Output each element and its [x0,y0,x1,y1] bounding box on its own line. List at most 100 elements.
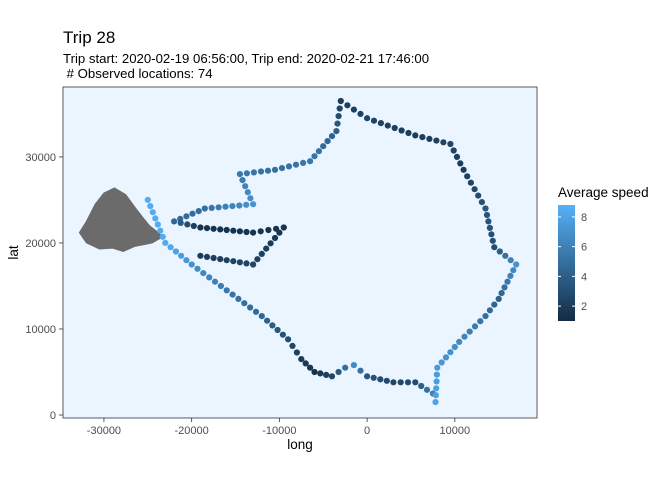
trip-point [210,254,217,262]
trip-point [264,317,271,324]
trip-point [243,170,250,177]
trip-point [247,195,254,202]
trip-point [236,259,243,266]
trip-point [243,201,250,208]
trip-point [357,110,364,117]
trip-point [250,201,257,208]
trip-point [485,218,492,225]
trip-point [442,354,450,361]
trip-point [243,260,250,267]
trip-point [197,252,204,259]
trip-point [334,120,341,127]
y-tick-label: 10000 [25,324,56,336]
trip-point [412,132,419,139]
trip-point [461,333,468,340]
trip-point [215,204,222,211]
trip-point [483,211,491,219]
trip-point [486,307,493,314]
trip-point [242,183,249,190]
trip-point [298,356,305,363]
trip-point [471,186,478,193]
trip-point [467,179,474,186]
trip-point [223,226,230,234]
trip-point [370,374,377,381]
trip-point [438,359,445,366]
trip-point [405,129,412,137]
trip-point [271,234,279,242]
trip-point [247,304,254,311]
trip-point [203,225,211,232]
trip-point [241,300,248,307]
trip-point [178,252,185,259]
trip-point [278,165,286,172]
trip-point [271,166,279,173]
trip-point [195,208,202,215]
trip-point [364,373,371,380]
trip-point [344,102,351,109]
trip-point [263,245,270,252]
trip-point [491,301,498,308]
trip-point [184,221,191,228]
trip-point [336,105,343,112]
plot-panel [62,86,538,419]
trip-point [482,205,489,212]
trip-point [457,160,464,167]
legend: Average speed 2 4 6 8 [558,185,649,321]
x-axis: -30000 -20000 -10000 0 10000 [87,418,470,437]
trip-point [335,113,342,120]
trip-point [152,215,159,222]
trip-point [495,295,502,302]
trip-point [491,244,498,251]
trip-point [432,392,439,399]
trip-point [269,322,276,329]
trip-point [250,261,257,268]
trip-point [300,159,307,166]
trip-point [149,209,156,216]
trip-point [433,137,440,144]
trip-point [280,224,287,231]
trip-point [265,226,272,234]
trip-point [258,313,265,320]
trip-point [418,382,425,390]
trip-point [311,153,318,160]
trip-point [285,163,293,170]
trip-point [398,127,405,134]
trip-point [482,313,489,320]
trip-point [217,282,224,290]
trip-point [486,224,493,231]
trip-point [267,240,274,247]
trip-point [464,173,471,180]
legend-colorbar [558,205,575,321]
trip-point [433,385,440,392]
trip-point [183,257,190,264]
trip-point [324,138,331,145]
trip-point [159,233,166,240]
trip-point [293,349,300,356]
trip-point [404,379,412,386]
trip-point [183,213,190,220]
legend-tick-label: 8 [581,212,587,224]
trip-point [489,237,496,244]
trip-point [167,244,174,251]
trip-point [208,204,215,211]
trip-point [292,161,300,168]
trip-point [211,278,219,285]
trip-point [450,147,457,154]
trip-point [507,272,514,279]
x-axis-label: long [287,437,313,452]
trip-point [217,256,224,263]
x-tick-label: -20000 [175,425,209,437]
trip-point [453,153,461,160]
trip-point [154,221,161,228]
trip-point [370,117,378,124]
trip-point [433,371,440,378]
trip-point [235,295,242,302]
trip-point [289,342,296,349]
legend-tick-label: 2 [581,301,587,313]
trip-point [217,226,224,233]
trip-point [147,203,154,210]
trip-point [426,135,433,142]
x-tick-label: 0 [364,425,370,437]
trip-point [200,270,207,277]
